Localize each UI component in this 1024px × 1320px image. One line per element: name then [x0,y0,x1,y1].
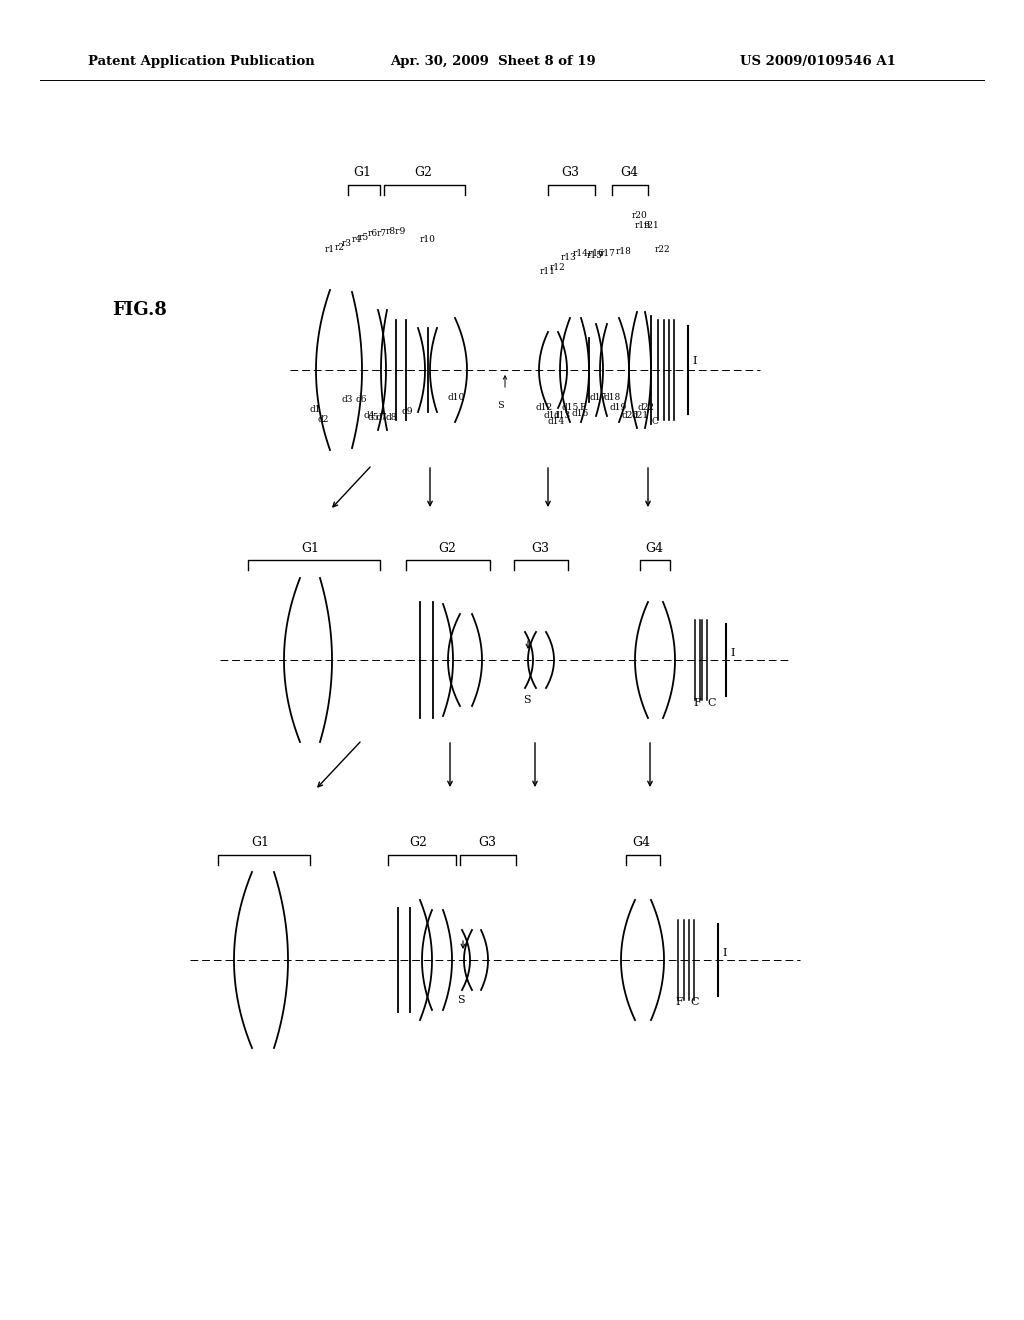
Text: d12: d12 [536,404,553,412]
Text: G3: G3 [531,541,549,554]
Text: S: S [457,995,465,1005]
Text: r12: r12 [550,264,565,272]
Text: d22: d22 [638,404,655,412]
Text: r2: r2 [335,243,345,252]
Text: I: I [730,648,734,657]
Text: r4: r4 [352,235,362,244]
Text: d9: d9 [402,408,414,417]
Text: d10: d10 [449,393,465,403]
Text: F: F [675,997,683,1007]
Text: d16: d16 [572,408,589,417]
Text: G1: G1 [251,837,269,850]
Text: r11: r11 [540,268,556,276]
Text: d1: d1 [310,405,322,414]
Text: d11: d11 [543,411,560,420]
Text: r3: r3 [342,239,352,248]
Text: d3: d3 [342,396,353,404]
Text: r22: r22 [655,246,671,255]
Text: d7: d7 [375,413,386,422]
Text: r21: r21 [644,220,659,230]
Text: G2: G2 [409,837,427,850]
Text: r17: r17 [600,248,615,257]
Text: d13: d13 [553,411,570,420]
Text: FIG.8: FIG.8 [112,301,167,319]
Text: d15: d15 [562,404,580,412]
Text: d21: d21 [631,411,648,420]
Text: F: F [693,698,700,708]
Text: r6: r6 [368,230,378,239]
Text: r10: r10 [420,235,436,243]
Text: r20: r20 [632,210,648,219]
Text: G3: G3 [561,166,579,180]
Text: r13: r13 [561,253,577,263]
Text: C: C [707,698,716,708]
Text: r8r9: r8r9 [386,227,407,235]
Text: G2: G2 [438,541,456,554]
Text: G4: G4 [620,166,638,180]
Text: d5: d5 [368,413,380,422]
Text: d18: d18 [604,393,622,403]
Text: d6: d6 [356,396,368,404]
Text: I: I [722,948,726,958]
Text: d2: d2 [318,416,330,425]
Text: r1: r1 [325,246,335,255]
Text: G1: G1 [301,541,319,554]
Text: r19: r19 [635,220,651,230]
Text: r5: r5 [359,232,370,242]
Text: F: F [579,404,586,412]
Text: r14r16: r14r16 [573,249,605,259]
Text: C: C [690,997,698,1007]
Text: G1: G1 [353,166,371,180]
Text: G4: G4 [645,541,663,554]
Text: G2: G2 [414,166,432,180]
Text: US 2009/0109546 A1: US 2009/0109546 A1 [740,55,896,69]
Text: d17: d17 [590,393,607,403]
Text: d19: d19 [610,404,628,412]
Text: r15: r15 [587,252,603,260]
Text: Patent Application Publication: Patent Application Publication [88,55,314,69]
Text: d8: d8 [385,413,396,422]
Text: d4: d4 [362,411,375,420]
Text: S: S [497,400,504,409]
Text: G3: G3 [478,837,496,850]
Text: G4: G4 [632,837,650,850]
Text: I: I [692,356,696,366]
Text: d20: d20 [621,411,638,420]
Text: C: C [652,417,658,426]
Text: Apr. 30, 2009  Sheet 8 of 19: Apr. 30, 2009 Sheet 8 of 19 [390,55,596,69]
Text: r7: r7 [377,228,387,238]
Text: r18: r18 [616,248,632,256]
Text: S: S [523,696,530,705]
Text: d14: d14 [547,417,564,426]
